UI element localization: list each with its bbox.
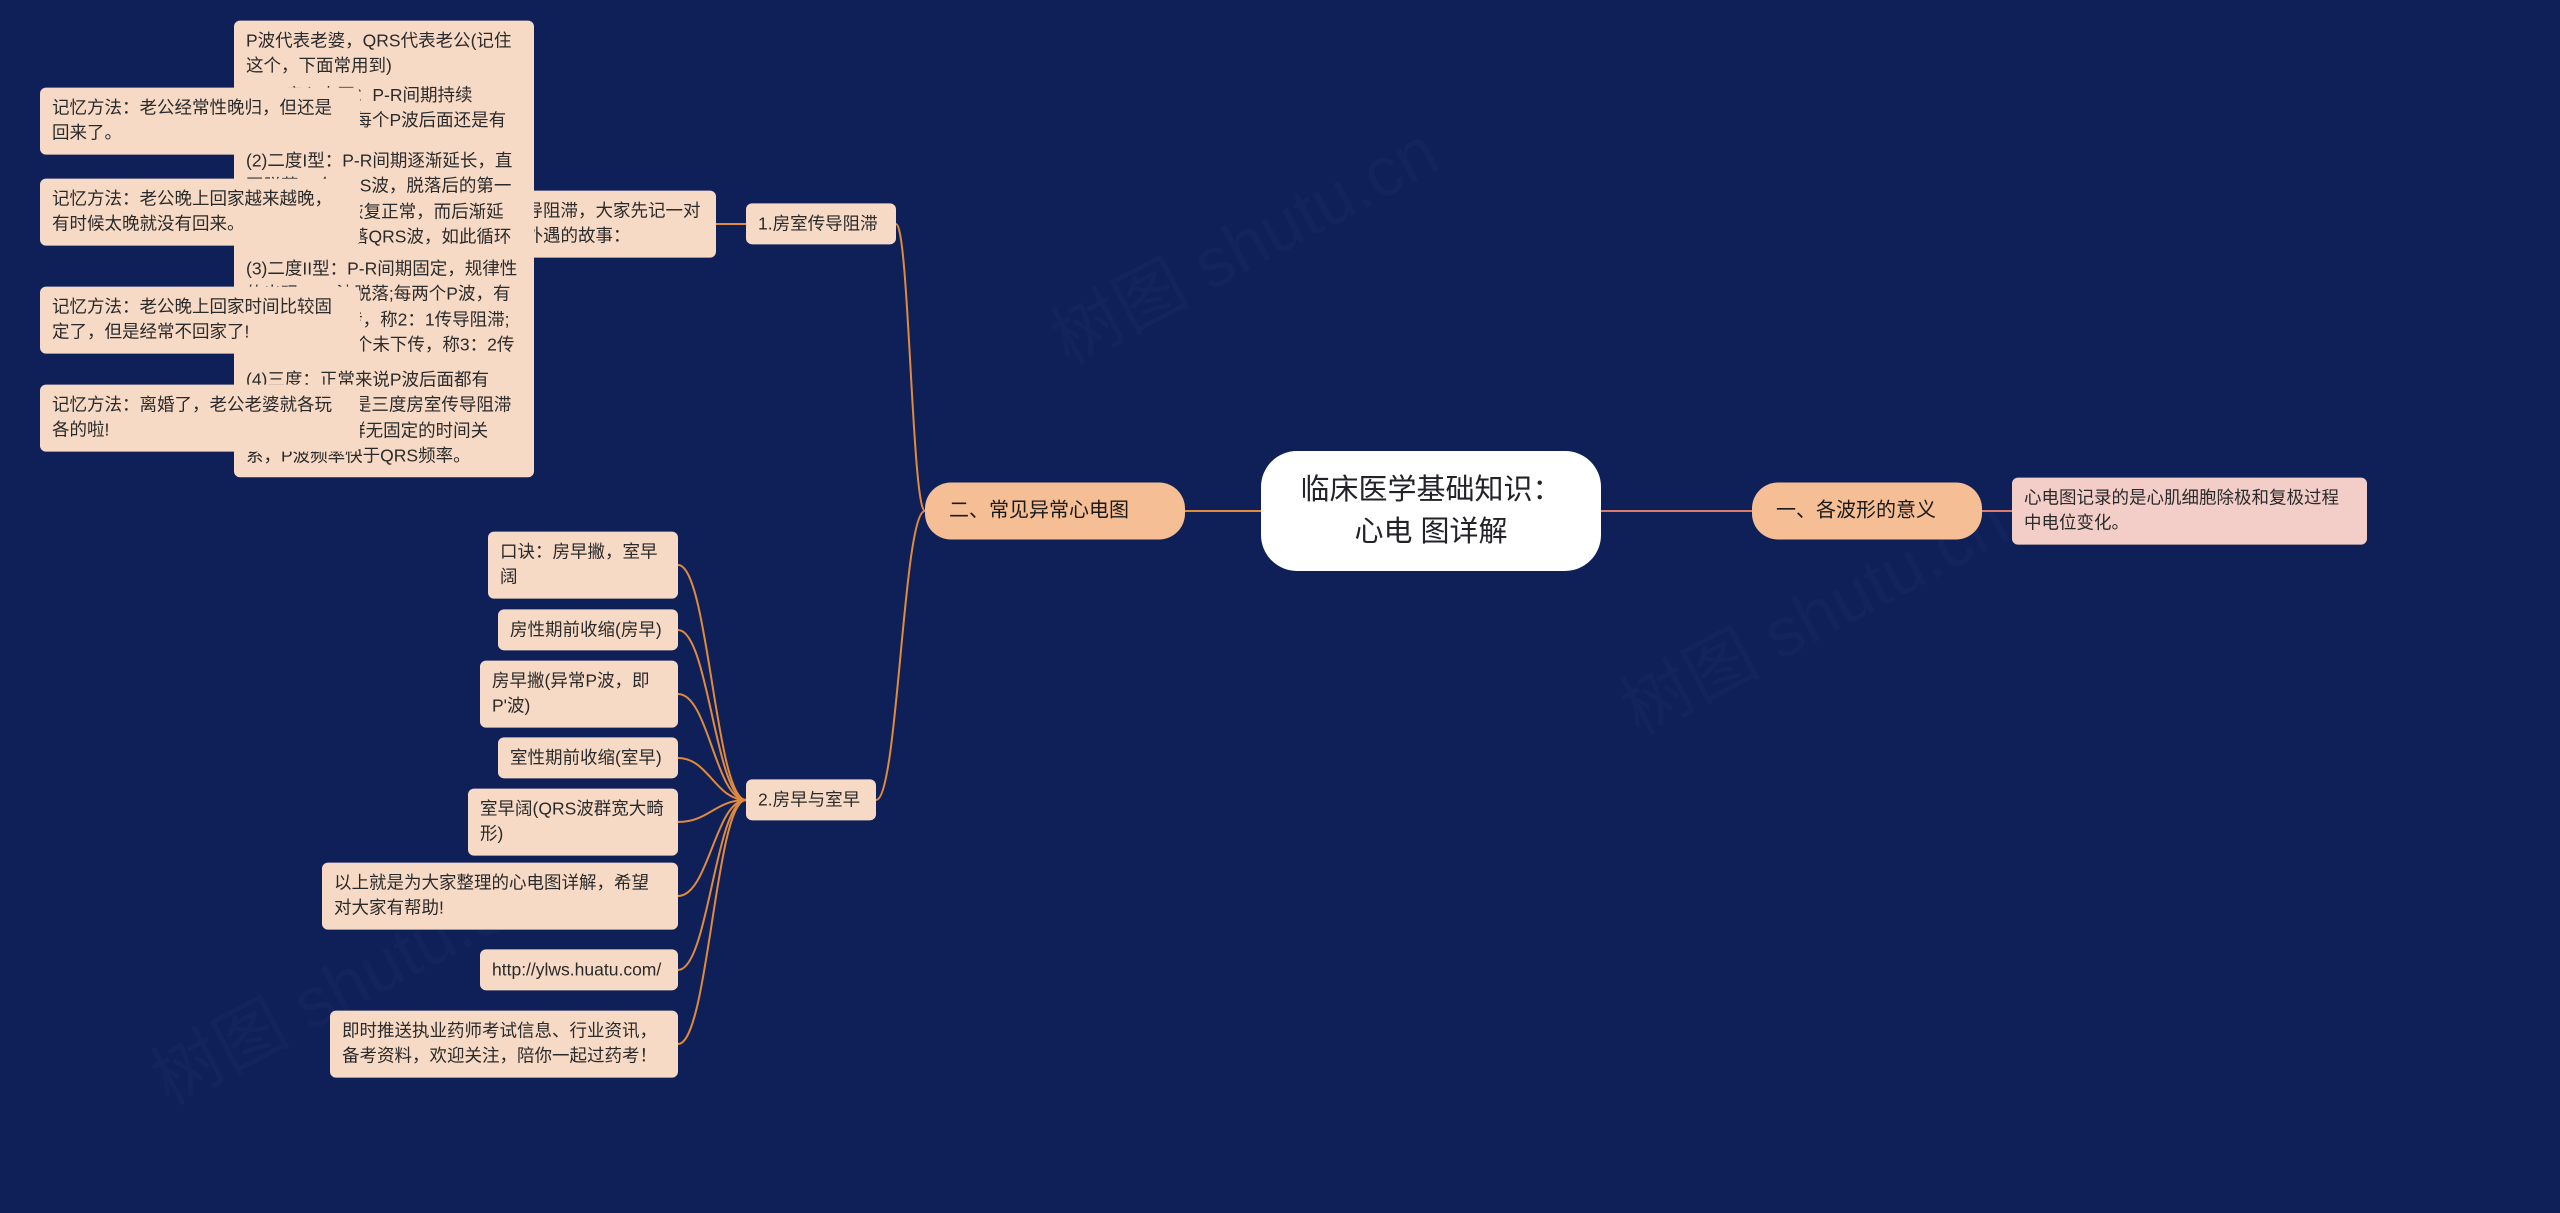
edge-l1b-l1b4 <box>678 758 746 800</box>
node-l1b[interactable]: 2.房早与室早 <box>746 779 876 820</box>
edge-l1b-l1b7 <box>678 800 746 970</box>
node-l1b5[interactable]: 室早阔(QRS波群宽大畸形) <box>468 789 678 856</box>
edge-l1b-l1b1 <box>678 565 746 800</box>
node-l1a[interactable]: 1.房室传导阻滞 <box>746 203 896 244</box>
edge-l1-l1b <box>876 511 925 800</box>
node-l1a1e1[interactable]: 记忆方法：离婚了，老公老婆就各玩各的啦! <box>40 385 360 452</box>
node-l1b7[interactable]: http://ylws.huatu.com/ <box>480 949 678 990</box>
edge-l1b-l1b8 <box>678 800 746 1044</box>
node-root[interactable]: 临床医学基础知识：心电 图详解 <box>1261 451 1601 571</box>
edge-l1b-l1b5 <box>678 800 746 822</box>
node-l1a1d1[interactable]: 记忆方法：老公晚上回家时间比较固定了，但是经常不回家了! <box>40 287 360 354</box>
node-l1b3[interactable]: 房早撇(异常P波，即P'波) <box>480 661 678 728</box>
node-r1a[interactable]: 心电图记录的是心肌细胞除极和复极过程中电位变化。 <box>2012 478 2367 545</box>
node-r1[interactable]: 一、各波形的意义 <box>1752 483 1982 540</box>
edge-l1b-l1b3 <box>678 694 746 800</box>
node-l1a1c1[interactable]: 记忆方法：老公晚上回家越来越晚，有时候太晚就没有回来。 <box>40 179 360 246</box>
edge-l1-l1a <box>896 224 925 511</box>
node-l1b1[interactable]: 口诀：房早撇，室早阔 <box>488 532 678 599</box>
node-l1b2[interactable]: 房性期前收缩(房早) <box>498 609 678 650</box>
node-l1b4[interactable]: 室性期前收缩(室早) <box>498 737 678 778</box>
node-l1b6[interactable]: 以上就是为大家整理的心电图详解，希望对大家有帮助! <box>322 863 678 930</box>
node-l1[interactable]: 二、常见异常心电图 <box>925 483 1185 540</box>
watermark: 树图 shutu.cn <box>1031 96 1453 384</box>
edge-l1b-l1b2 <box>678 630 746 800</box>
node-l1b8[interactable]: 即时推送执业药师考试信息、行业资讯，备考资料，欢迎关注，陪你一起过药考！ <box>330 1011 678 1078</box>
mindmap-canvas: 树图 shutu.cn树图 shutu.cn树图 shutu.cn临床医学基础知… <box>0 0 2560 1213</box>
edge-l1b-l1b6 <box>678 800 746 896</box>
